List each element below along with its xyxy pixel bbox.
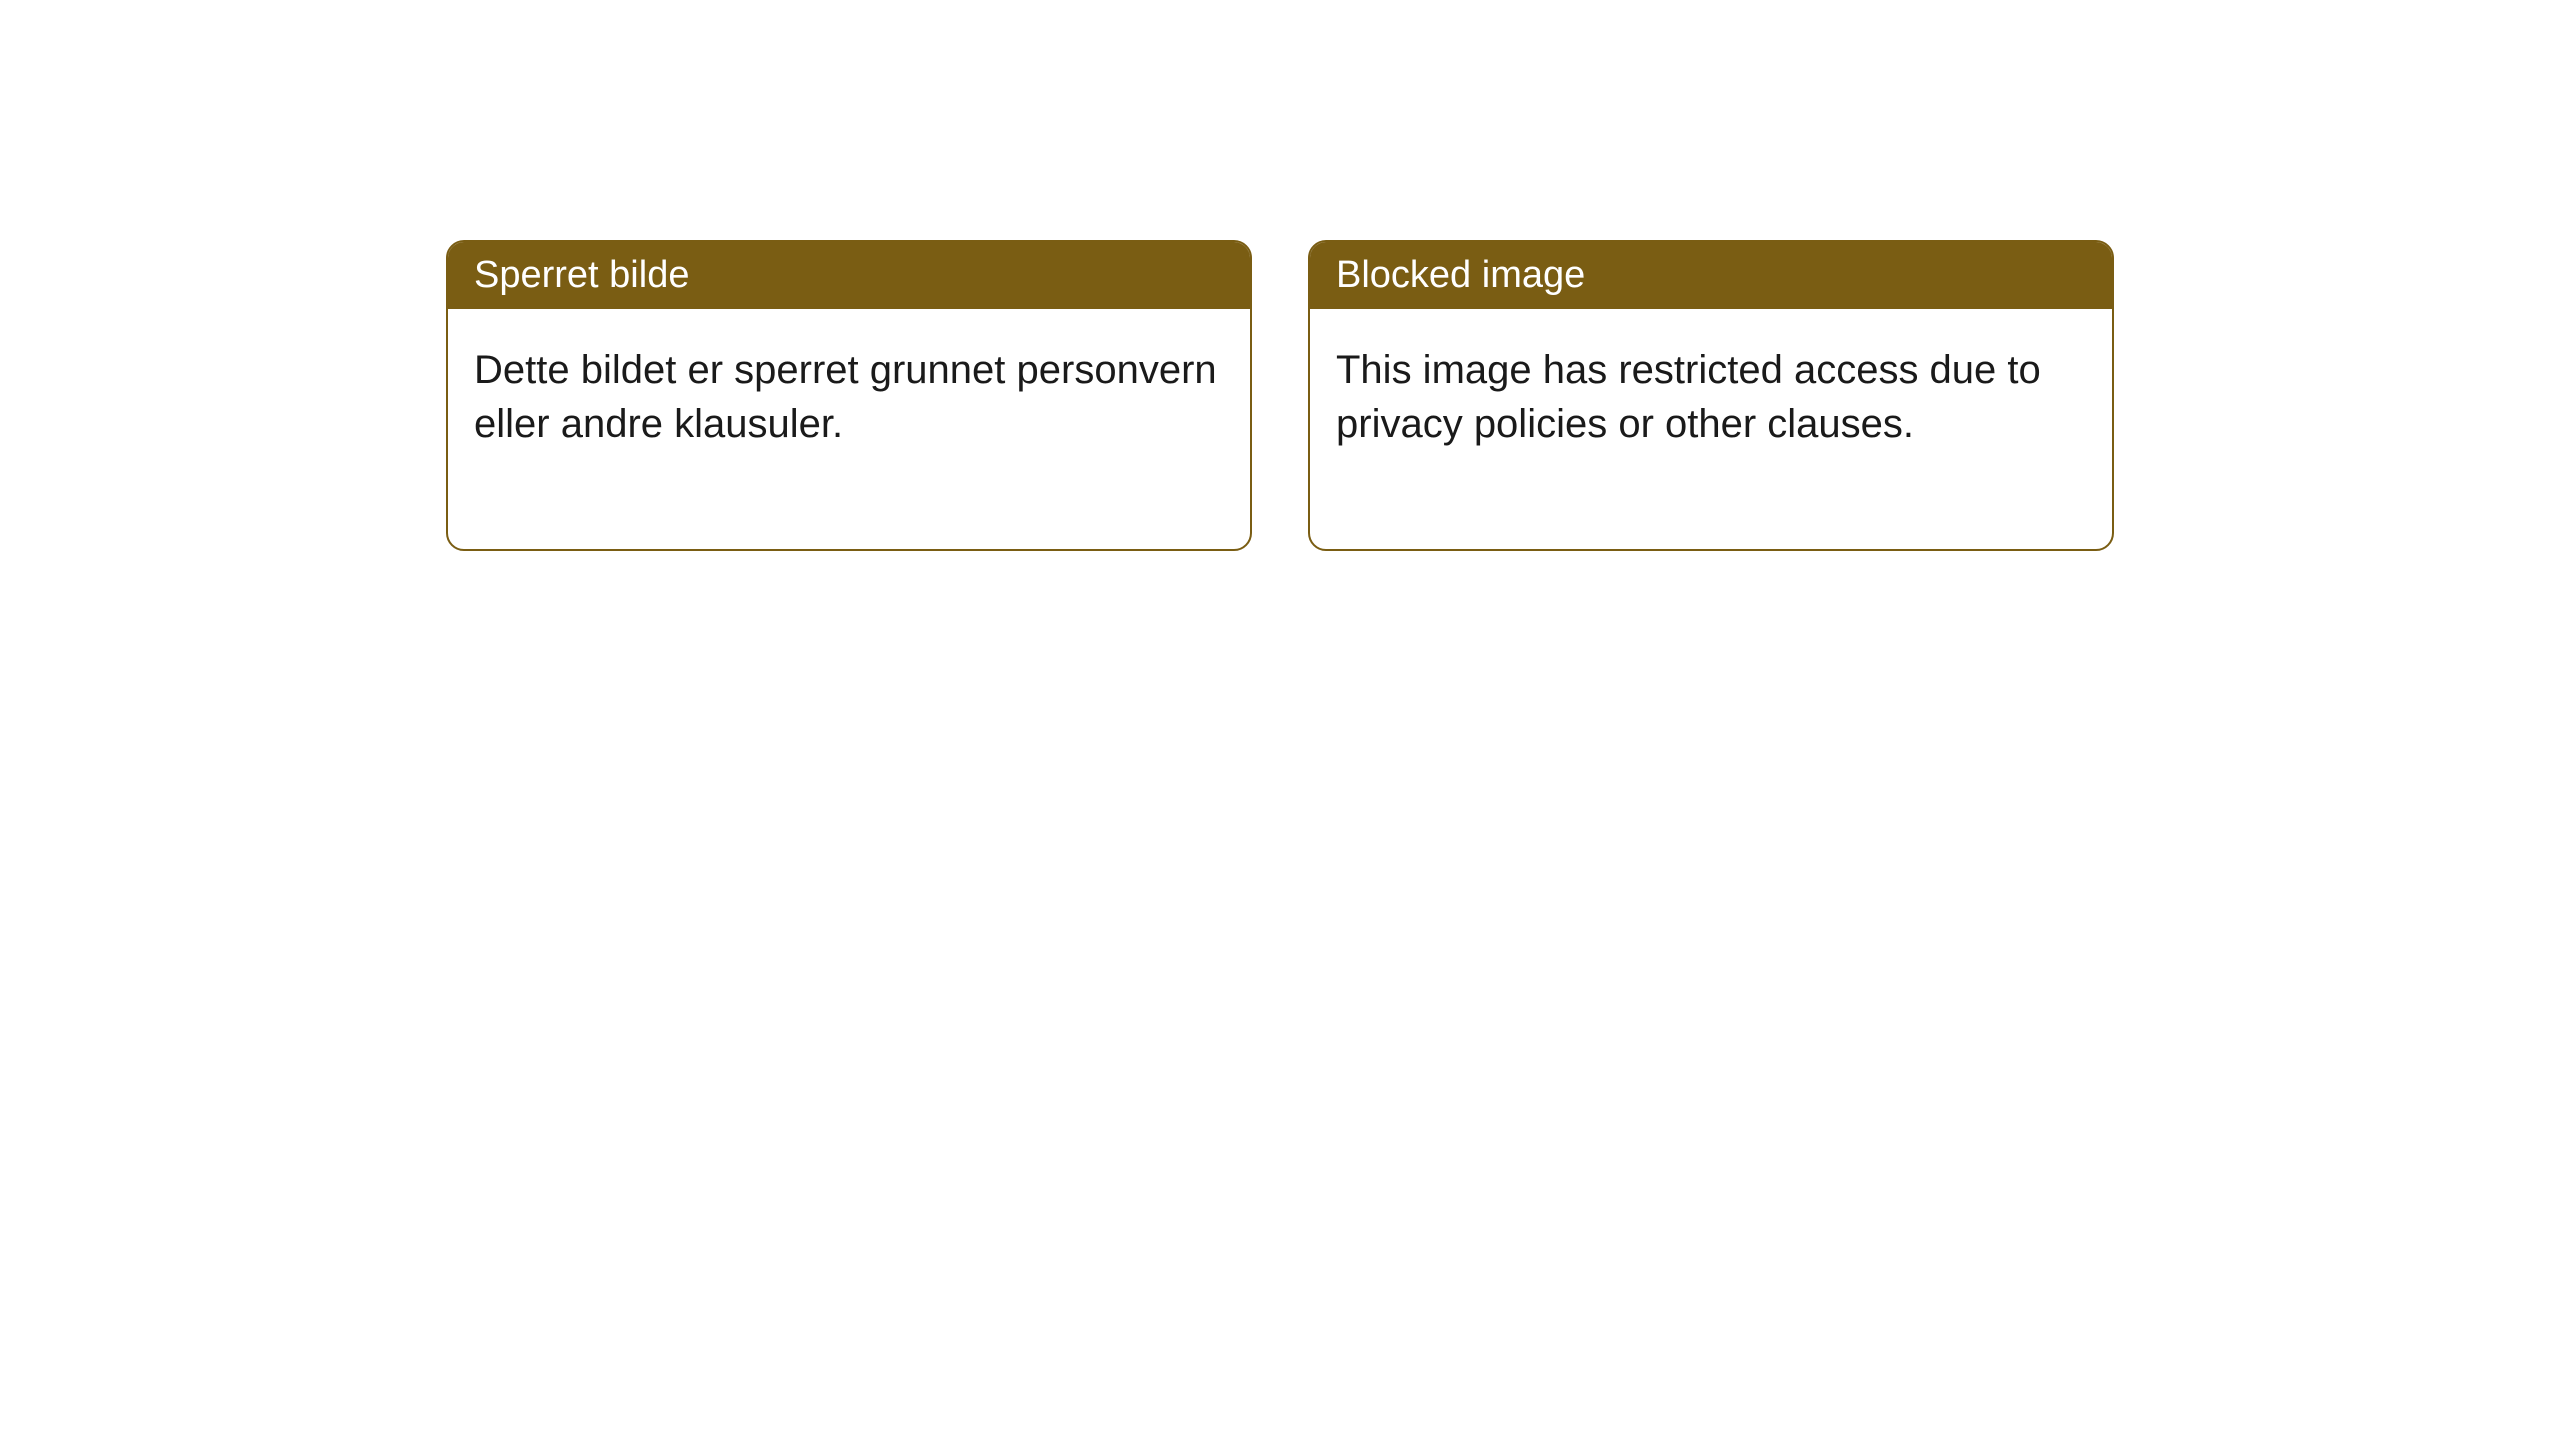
notice-container: Sperret bilde Dette bildet er sperret gr…: [446, 240, 2114, 551]
notice-body-english: This image has restricted access due to …: [1310, 309, 2112, 549]
notice-title-norwegian: Sperret bilde: [448, 242, 1250, 309]
notice-title-english: Blocked image: [1310, 242, 2112, 309]
notice-body-norwegian: Dette bildet er sperret grunnet personve…: [448, 309, 1250, 549]
notice-card-english: Blocked image This image has restricted …: [1308, 240, 2114, 551]
notice-card-norwegian: Sperret bilde Dette bildet er sperret gr…: [446, 240, 1252, 551]
